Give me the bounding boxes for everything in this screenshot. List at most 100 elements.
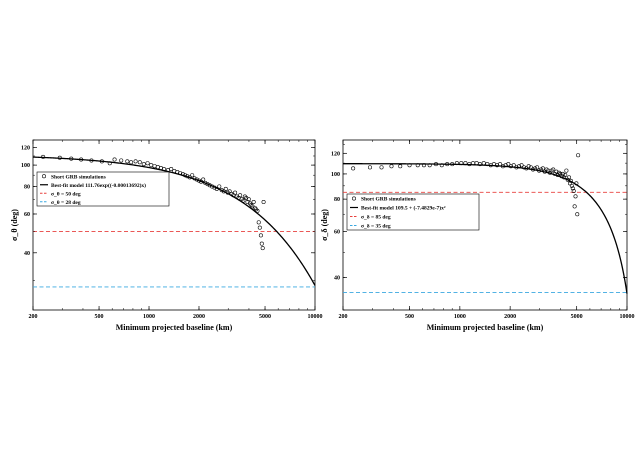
- x-tick-label: 2000: [504, 314, 516, 320]
- y-tick-label: 100: [21, 163, 30, 169]
- data-point: [99, 159, 104, 164]
- data-point: [563, 173, 568, 178]
- data-point: [257, 225, 262, 230]
- data-point: [351, 166, 356, 171]
- data-point: [531, 167, 536, 172]
- x-tick-label: 2000: [193, 314, 205, 320]
- data-point: [477, 162, 482, 167]
- data-point: [219, 188, 224, 193]
- data-point: [227, 189, 232, 194]
- legend-entry: σ_δ = 35 deg: [361, 224, 391, 230]
- data-point: [238, 193, 243, 198]
- y-tick-label: 40: [334, 275, 340, 281]
- data-point: [145, 161, 150, 166]
- y-tick-label: 40: [24, 251, 30, 257]
- data-point: [261, 200, 266, 205]
- data-point: [258, 233, 263, 238]
- data-point: [242, 194, 247, 199]
- legend-entry: Best-fit model 109.5 + (-7.4829e-7)x²: [361, 205, 446, 212]
- data-point: [246, 197, 251, 202]
- y-tick-label: 120: [21, 146, 30, 152]
- data-point: [241, 198, 246, 203]
- data-point: [573, 194, 578, 199]
- data-point: [560, 171, 565, 176]
- data-point: [572, 204, 577, 209]
- data-point: [567, 181, 572, 186]
- data-point: [57, 155, 62, 160]
- data-point: [421, 163, 426, 168]
- data-point: [511, 163, 516, 168]
- data-point: [569, 183, 574, 188]
- data-point: [112, 157, 117, 162]
- data-point: [207, 183, 212, 188]
- data-point: [196, 178, 201, 183]
- data-point: [223, 186, 228, 191]
- legend-entry: σ_θ = 50 deg: [51, 191, 81, 197]
- data-point: [555, 173, 560, 178]
- data-point: [427, 163, 432, 168]
- data-point: [526, 164, 531, 169]
- data-point: [192, 176, 197, 181]
- data-point: [535, 165, 540, 170]
- x-tick-label: 5000: [259, 314, 271, 320]
- data-point: [233, 190, 238, 195]
- data-point: [551, 167, 556, 172]
- x-tick-label: 500: [95, 314, 104, 320]
- data-point: [558, 171, 563, 176]
- data-point: [180, 172, 185, 177]
- x-tick-label: 1000: [454, 314, 466, 320]
- data-point: [152, 164, 157, 169]
- data-point: [463, 161, 468, 166]
- data-point: [119, 158, 124, 163]
- data-point: [41, 154, 46, 159]
- y-tick-label: 80: [334, 197, 340, 203]
- data-point: [161, 167, 166, 172]
- legend-box: [346, 193, 480, 231]
- data-point: [141, 162, 146, 167]
- data-point: [201, 177, 206, 182]
- data-point: [439, 163, 444, 168]
- data-point: [524, 166, 529, 171]
- data-point: [149, 163, 154, 168]
- data-point: [576, 153, 581, 158]
- data-point: [521, 165, 526, 170]
- x-tick-label: 10000: [308, 314, 323, 320]
- data-point: [467, 162, 472, 167]
- y-tick-label: 100: [331, 172, 340, 178]
- data-point: [107, 161, 112, 166]
- legend-entry: σ_δ = 85 deg: [361, 215, 391, 221]
- data-point: [540, 166, 545, 171]
- data-point: [567, 175, 572, 180]
- data-point: [251, 200, 256, 205]
- data-point: [217, 184, 222, 189]
- data-point: [575, 212, 580, 217]
- legend: Short GRB simulations Best-fit model 109.…: [346, 193, 480, 231]
- legend-marker-circle: [351, 196, 356, 201]
- data-point: [183, 173, 188, 178]
- data-point: [445, 162, 450, 167]
- data-point: [415, 163, 420, 168]
- chart-panel-2: 200 500 1000 2000 5000 10000 40 60 80 100 120 Minim…: [320, 139, 635, 332]
- data-point: [554, 169, 559, 174]
- y-axis-label: σ_θ (deg): [10, 209, 19, 241]
- data-point: [519, 163, 524, 168]
- x-axis-label: Minimum projected baseline (km): [116, 323, 233, 332]
- data-point: [562, 175, 567, 180]
- plot-frame: [32, 139, 316, 311]
- legend-marker-circle: [41, 174, 46, 179]
- data-point: [260, 246, 265, 251]
- data-point: [450, 162, 455, 167]
- data-point: [221, 189, 226, 194]
- data-point: [459, 161, 464, 166]
- x-axis-label: Minimum projected baseline (km): [427, 323, 544, 332]
- data-point: [537, 168, 542, 173]
- data-point: [205, 182, 210, 187]
- data-point: [212, 185, 217, 190]
- data-point: [570, 186, 575, 191]
- data-point: [255, 208, 260, 213]
- data-point: [389, 164, 394, 169]
- data-point: [185, 174, 190, 179]
- data-point: [568, 178, 573, 183]
- data-point: [379, 165, 384, 170]
